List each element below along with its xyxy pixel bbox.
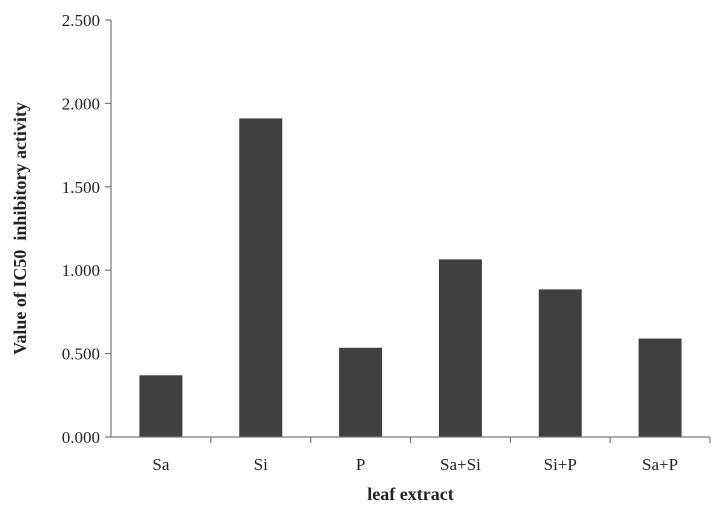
x-tick-label: Sa+P [642, 455, 678, 474]
bar-sa [139, 375, 183, 437]
y-tick-label: 0.500 [62, 345, 100, 364]
x-tick-label: P [356, 455, 365, 474]
y-tick-label: 0.000 [62, 428, 100, 447]
y-tick-label: 2.000 [62, 94, 100, 113]
x-tick-label: Si [254, 455, 268, 474]
x-tick-label: Sa [152, 455, 169, 474]
x-axis-title: leaf extract [367, 484, 453, 504]
y-tick-label: 2.500 [62, 11, 100, 30]
bar-sa-plus-si [438, 259, 482, 437]
bar-si [239, 118, 283, 438]
bars [139, 118, 682, 438]
bar-sa-plus-p [638, 338, 682, 437]
bar-p [339, 347, 383, 437]
y-axis-ticks: 0.000 0.500 1.000 1.500 2.000 2.500 [62, 11, 111, 447]
y-axis-title: Value of IC50 inhibitory activity [10, 102, 30, 355]
bar-si-plus-p [538, 289, 582, 437]
x-tick-label: Si+P [544, 455, 577, 474]
y-tick-label: 1.000 [62, 261, 100, 280]
x-tick-label: Sa+Si [440, 455, 481, 474]
y-tick-label: 1.500 [62, 178, 100, 197]
x-axis-ticks: Sa Si P Sa+Si Si+P Sa+P [152, 437, 711, 474]
